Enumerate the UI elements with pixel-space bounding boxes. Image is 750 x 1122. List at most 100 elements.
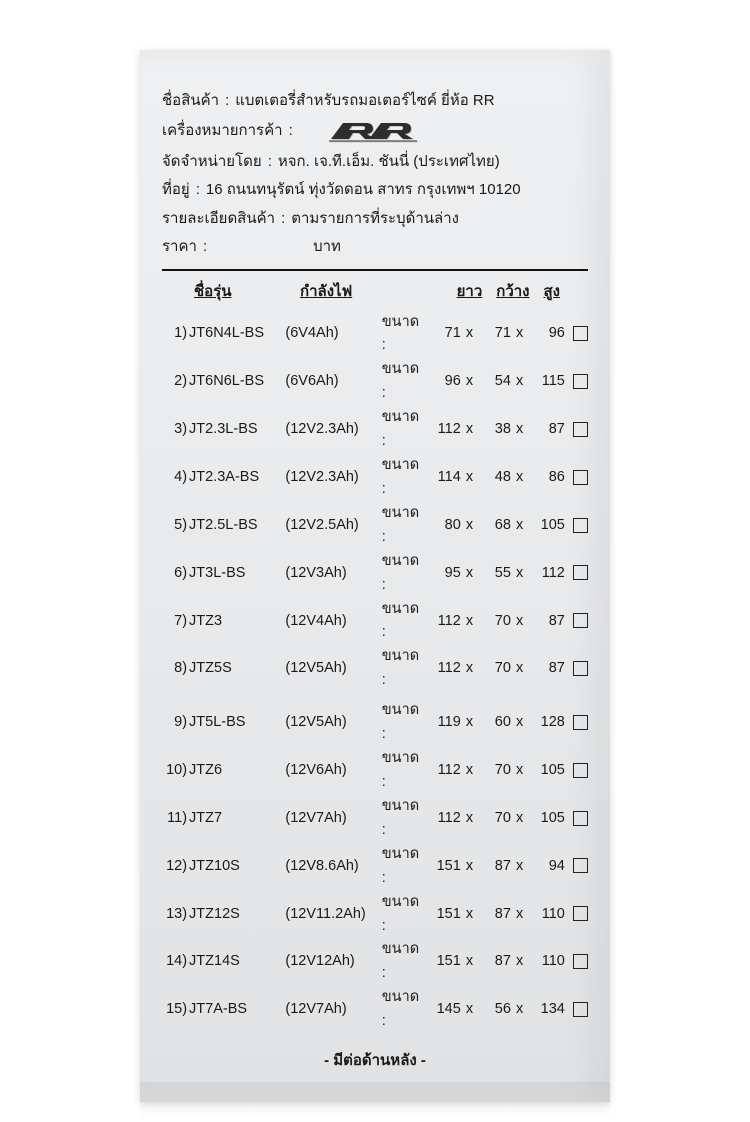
row-model: JTZ7: [187, 807, 285, 831]
row-model: JTZ5S: [187, 657, 285, 681]
row-power: (12V12Ah): [285, 950, 381, 974]
row-model: JT3L-BS: [187, 562, 285, 586]
row-index: 5): [162, 514, 187, 538]
dim-label: ขนาด :: [382, 986, 424, 1034]
row-power: (12V2.3Ah): [285, 466, 381, 490]
checkbox[interactable]: [565, 514, 588, 538]
row-power: (12V7Ah): [285, 998, 381, 1022]
checkbox[interactable]: [565, 370, 588, 394]
checkbox[interactable]: [565, 418, 588, 442]
checkbox[interactable]: [565, 903, 588, 927]
x-sep: x: [511, 711, 528, 735]
col-length: ยาว: [457, 279, 483, 303]
row-index: 14): [162, 950, 187, 974]
row-width: 56: [478, 998, 511, 1022]
dim-label: ขนาด :: [382, 699, 424, 747]
row-model: JTZ14S: [187, 950, 285, 974]
row-model: JT6N4L-BS: [187, 322, 285, 346]
dim-label: ขนาด :: [382, 598, 424, 646]
col-width: กว้าง: [496, 279, 529, 303]
row-model: JTZ6: [187, 759, 285, 783]
x-sep: x: [511, 657, 528, 681]
row-index: 11): [162, 807, 187, 831]
row-model: JT2.3A-BS: [187, 466, 285, 490]
x-sep: x: [511, 562, 528, 586]
distributor-label: จัดจำหน่ายโดย: [162, 151, 262, 174]
row-height: 134: [528, 998, 565, 1022]
checkbox[interactable]: [565, 610, 588, 634]
col-power: กำลังไฟ: [294, 279, 400, 303]
row-width: 70: [478, 759, 511, 783]
row-length: 80: [424, 514, 461, 538]
row-length: 119: [424, 711, 461, 735]
table-row: 10)JTZ6(12V6Ah)ขนาด :112x70x105: [162, 747, 588, 795]
colon: :: [275, 208, 291, 231]
dim-label: ขนาด :: [382, 747, 424, 795]
checkbox[interactable]: [565, 657, 588, 681]
checkbox[interactable]: [565, 855, 588, 879]
row-power: (6V4Ah): [285, 322, 381, 346]
table-row: 11)JTZ7(12V7Ah)ขนาด :112x70x105: [162, 795, 588, 843]
row-length: 112: [424, 657, 461, 681]
x-sep: x: [461, 562, 478, 586]
table-row: 9)JT5L-BS(12V5Ah)ขนาด :119x60x128: [162, 699, 588, 747]
row-height: 115: [528, 370, 565, 394]
row-power: (12V5Ah): [285, 657, 381, 681]
price-label: ราคา: [162, 236, 197, 259]
table-row: 12)JTZ10S(12V8.6Ah)ขนาด :151x87x94: [162, 843, 588, 891]
row-height: 87: [528, 610, 565, 634]
trademark-label: เครื่องหมายการค้า: [162, 120, 283, 143]
x-sep: x: [511, 370, 528, 394]
table-row: 2)JT6N6L-BS(6V6Ah)ขนาด :96x54x115: [162, 358, 588, 406]
dim-label: ขนาด :: [382, 891, 424, 939]
row-address: ที่อยู่ : 16 ถนนทนุรัตน์ ทุ่งวัดดอน สาทร…: [162, 179, 588, 202]
row-width: 70: [478, 657, 511, 681]
row-power: (12V3Ah): [285, 562, 381, 586]
row-height: 96: [528, 322, 565, 346]
row-power: (12V5Ah): [285, 711, 381, 735]
dim-label: ขนาด :: [382, 645, 424, 693]
checkbox[interactable]: [565, 711, 588, 735]
checkbox[interactable]: [565, 562, 588, 586]
x-sep: x: [461, 657, 478, 681]
row-length: 112: [424, 759, 461, 783]
row-width: 60: [478, 711, 511, 735]
row-trademark: เครื่องหมายการค้า :: [162, 119, 588, 145]
price-unit: บาท: [313, 236, 341, 259]
row-power: (12V6Ah): [285, 759, 381, 783]
details-label: รายละเอียดสินค้า: [162, 208, 275, 231]
checkbox[interactable]: [565, 322, 588, 346]
table-row: 1)JT6N4L-BS(6V4Ah)ขนาด :71x71x96: [162, 311, 588, 359]
row-index: 10): [162, 759, 187, 783]
checkbox[interactable]: [565, 759, 588, 783]
checkbox[interactable]: [565, 950, 588, 974]
row-index: 12): [162, 855, 187, 879]
row-model: JTZ12S: [187, 903, 285, 927]
row-width: 70: [478, 610, 511, 634]
row-length: 112: [424, 807, 461, 831]
rr-logo-icon: [329, 119, 419, 145]
details-value: ตามรายการที่ระบุด้านล่าง: [291, 208, 588, 231]
row-index: 3): [162, 418, 187, 442]
x-sep: x: [461, 610, 478, 634]
dim-label: ขนาด :: [382, 406, 424, 454]
checkbox[interactable]: [565, 998, 588, 1022]
table-row: 15)JT7A-BS(12V7Ah)ขนาด :145x56x134: [162, 986, 588, 1034]
x-sep: x: [461, 514, 478, 538]
row-power: (12V11.2Ah): [285, 903, 381, 927]
x-sep: x: [511, 322, 528, 346]
x-sep: x: [511, 418, 528, 442]
checkbox[interactable]: [565, 466, 588, 490]
checkbox[interactable]: [565, 807, 588, 831]
row-index: 1): [162, 322, 187, 346]
x-sep: x: [461, 903, 478, 927]
row-width: 55: [478, 562, 511, 586]
row-length: 151: [424, 855, 461, 879]
row-length: 71: [424, 322, 461, 346]
table-row: 8)JTZ5S(12V5Ah)ขนาด :112x70x87: [162, 645, 588, 693]
dim-label: ขนาด :: [382, 795, 424, 843]
row-length: 114: [424, 466, 461, 490]
row-length: 151: [424, 903, 461, 927]
table-header: ชื่อรุ่น กำลังไฟ ยาว กว้าง สูง: [162, 277, 588, 311]
row-width: 70: [478, 807, 511, 831]
